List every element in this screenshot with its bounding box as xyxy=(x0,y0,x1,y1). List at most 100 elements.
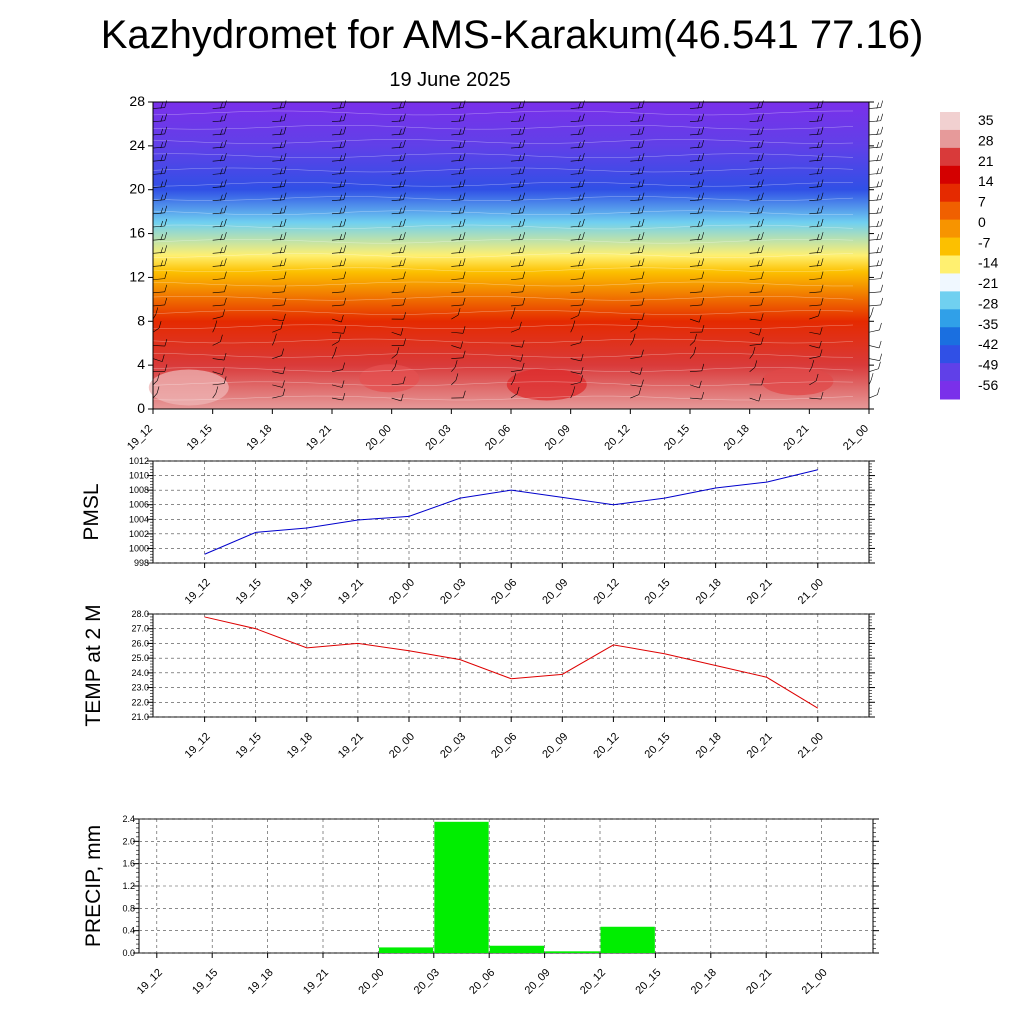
wind-barb xyxy=(391,258,406,267)
wind-barb xyxy=(570,353,584,362)
colorbar-label: -42 xyxy=(978,336,998,352)
wind-barb xyxy=(630,271,645,280)
wind-barb xyxy=(510,271,526,280)
y-axis-label: TEMP at 2 M xyxy=(82,604,105,726)
wind-barb xyxy=(212,166,227,175)
wind-barb xyxy=(570,320,576,333)
wind-barb xyxy=(749,271,764,280)
wind-barb xyxy=(331,139,347,149)
y-tick-label: 1.2 xyxy=(122,881,135,891)
wind-barb xyxy=(510,245,526,254)
wind-barb xyxy=(331,205,347,215)
colorbar-label: 28 xyxy=(978,132,994,148)
wind-barb xyxy=(272,153,287,162)
wind-barb xyxy=(630,179,645,188)
contour-line xyxy=(152,381,854,387)
wind-barb xyxy=(868,139,884,149)
wind-barb xyxy=(212,258,227,267)
x-tick-label: 20_09 xyxy=(523,967,553,997)
y-tick-label: 16 xyxy=(129,225,145,241)
wind-barb xyxy=(212,192,227,201)
wind-barb xyxy=(212,334,223,346)
wind-barb xyxy=(809,232,824,241)
colorbar-swatch xyxy=(940,327,960,346)
wind-barb xyxy=(331,271,347,280)
wind-barb xyxy=(152,297,168,307)
wind-barb xyxy=(868,192,884,201)
y-tick-label: 0.0 xyxy=(122,948,135,958)
colorbar-label: -56 xyxy=(978,377,998,393)
contour-line xyxy=(152,324,854,330)
colorbar-label: -21 xyxy=(978,275,998,291)
wind-barb xyxy=(570,335,583,346)
wind-barb xyxy=(272,380,285,388)
wind-barb xyxy=(689,139,705,149)
x-tick-label: 19_18 xyxy=(246,967,276,997)
wind-barb xyxy=(331,334,342,346)
wind-barb xyxy=(391,245,406,254)
wind-barb xyxy=(809,349,823,359)
y-axis-label: PMSL xyxy=(80,483,103,540)
wind-barb xyxy=(331,166,347,175)
wind-barb xyxy=(272,139,287,149)
wind-barb xyxy=(212,367,225,375)
wind-barb xyxy=(809,297,824,307)
surface-warm-region xyxy=(761,367,834,396)
contour-line xyxy=(152,196,854,201)
colorbar-swatch xyxy=(940,273,960,292)
wind-barb xyxy=(212,232,227,241)
wind-barb xyxy=(331,179,347,188)
wind-barb xyxy=(272,348,284,359)
y-tick-label: 4 xyxy=(137,356,145,372)
wind-barb xyxy=(510,373,517,386)
wind-barb xyxy=(391,192,406,201)
wind-barb xyxy=(809,327,823,335)
wind-barb xyxy=(570,367,584,375)
colorbar-swatch xyxy=(940,291,960,310)
wind-barb xyxy=(689,324,705,333)
wind-barb xyxy=(868,353,883,362)
wind-barb xyxy=(451,350,466,359)
wind-barb xyxy=(630,192,645,201)
wind-barb xyxy=(510,113,526,123)
y-tick-label: 24.0 xyxy=(131,668,149,678)
wind-barb xyxy=(570,284,585,294)
wind-barb xyxy=(689,192,705,201)
wind-barb xyxy=(749,166,764,175)
wind-barb xyxy=(391,153,406,162)
wind-barb xyxy=(868,113,884,123)
wind-barb xyxy=(510,354,524,362)
x-tick-label: 20_03 xyxy=(412,967,442,997)
wind-barb xyxy=(451,258,466,267)
wind-barb xyxy=(212,245,227,254)
wind-barb xyxy=(272,313,286,322)
wind-barb xyxy=(809,179,824,188)
wind-barb xyxy=(272,218,287,228)
wind-barb xyxy=(630,284,645,294)
wind-barb xyxy=(391,328,404,336)
wind-barb xyxy=(570,153,585,162)
wind-barb xyxy=(152,113,168,123)
y-tick-label: 1.6 xyxy=(122,859,135,869)
wind-barb xyxy=(212,218,227,228)
wind-barb xyxy=(331,192,347,201)
y-tick-label: 1008 xyxy=(129,485,149,495)
wind-barb xyxy=(152,338,168,347)
surface-warm-region xyxy=(148,369,229,406)
colorbar-label: 35 xyxy=(978,112,994,128)
y-tick-label: 1010 xyxy=(129,471,149,481)
wind-barb xyxy=(809,218,824,228)
colorbar-label: 21 xyxy=(978,153,994,169)
wind-barb xyxy=(689,284,705,294)
wind-barb xyxy=(152,321,162,333)
wind-barb xyxy=(868,205,884,215)
y-tick-label: 1004 xyxy=(129,514,149,524)
wind-barb xyxy=(689,380,702,389)
precip-bar xyxy=(434,821,489,953)
wind-barb xyxy=(689,271,705,280)
wind-barb xyxy=(809,391,824,400)
wind-barb xyxy=(451,284,466,294)
wind-barb xyxy=(451,390,466,399)
wind-barb xyxy=(510,205,526,215)
